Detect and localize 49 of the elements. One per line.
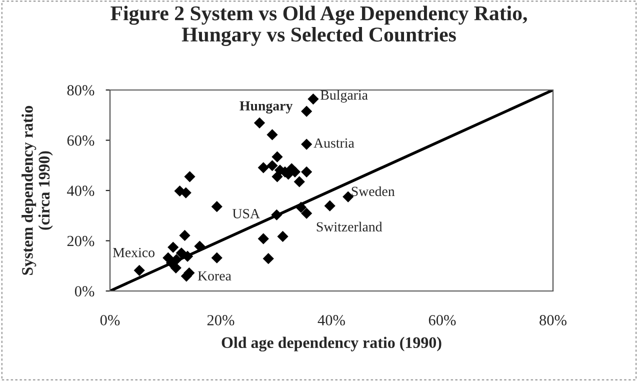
x-tick-label: 0%	[100, 315, 120, 326]
point	[308, 93, 319, 105]
point	[176, 248, 187, 259]
y-tick-label: 20%	[67, 236, 94, 246]
annotation: Sweden	[352, 186, 395, 196]
annotation: Mexico	[112, 248, 154, 258]
annotation: Korea	[198, 271, 232, 281]
y-tick-label: 0%	[74, 286, 94, 296]
chart-title: Figure 2 System vs Old Age Dependency Ratio, Hungary vs Selected Countries	[110, 6, 527, 46]
point	[294, 176, 305, 188]
point	[271, 209, 282, 220]
annotation: USA	[232, 209, 260, 218]
point	[184, 171, 196, 182]
point	[211, 201, 222, 212]
annotation: Switzerland	[316, 222, 382, 232]
point	[134, 264, 145, 276]
point	[168, 242, 179, 253]
point	[301, 106, 312, 117]
point	[272, 171, 283, 182]
point	[277, 230, 288, 242]
point	[301, 138, 312, 150]
y-tick-label: 40%	[67, 186, 94, 196]
x-axis-title: Old age dependency ratio (1990)	[222, 336, 442, 352]
point	[184, 267, 195, 278]
y-axis-title: System dependency ratio (circa 1990)	[22, 106, 53, 275]
point	[180, 187, 192, 198]
point	[211, 252, 222, 264]
annotation: Hungary	[240, 101, 293, 114]
point	[258, 162, 269, 174]
point	[272, 151, 283, 162]
point	[266, 160, 278, 172]
x-tick-label: 80%	[540, 315, 566, 326]
point	[266, 129, 278, 140]
point	[262, 253, 274, 264]
point	[301, 166, 312, 178]
point	[324, 200, 336, 212]
point	[194, 240, 206, 252]
x-tick-label: 20%	[207, 315, 234, 326]
y-tick-label: 60%	[67, 135, 94, 146]
annotation: Bulgaria	[320, 90, 368, 103]
annotation: Austria	[314, 138, 354, 148]
point	[258, 233, 269, 244]
y-tick-label: 80%	[67, 85, 94, 96]
x-tick-label: 60%	[428, 315, 456, 326]
point	[301, 208, 312, 219]
x-tick-label: 40%	[318, 315, 345, 326]
point	[254, 117, 266, 128]
point	[295, 202, 307, 213]
point	[179, 230, 190, 242]
